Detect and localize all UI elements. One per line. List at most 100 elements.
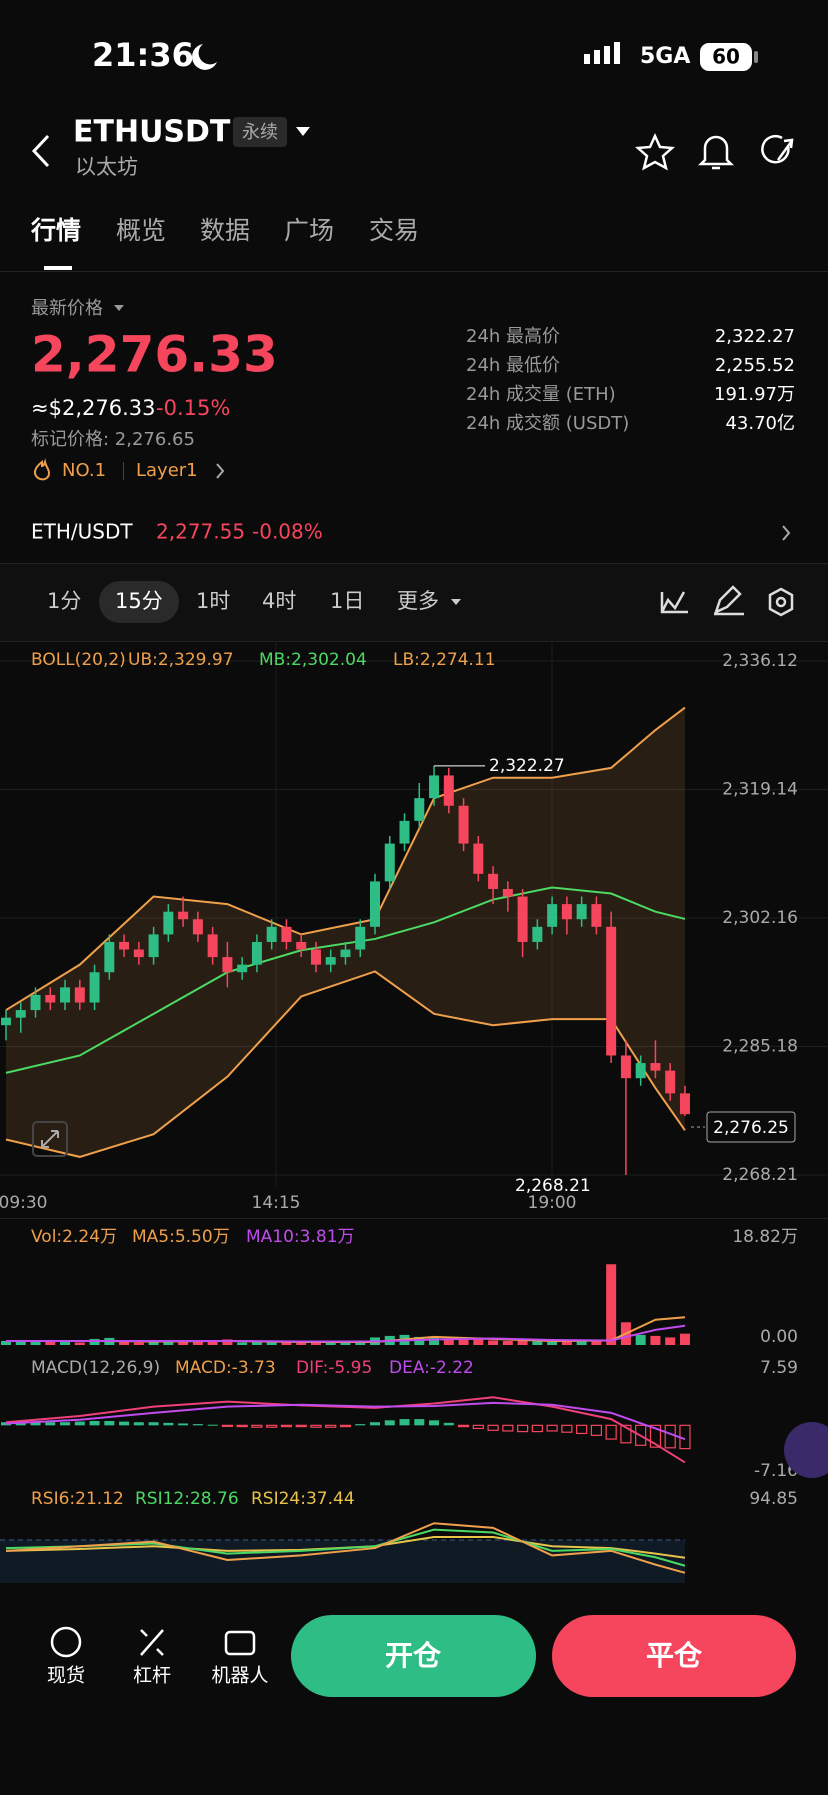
- divider: [0, 1218, 828, 1219]
- stat-label: 24h 最高价: [466, 326, 560, 347]
- settings-icon-dot[interactable]: [775, 596, 787, 608]
- candle-body: [458, 805, 469, 844]
- tab[interactable]: 广场: [284, 216, 334, 245]
- candle-body: [222, 957, 233, 973]
- volume-bar: [163, 1339, 174, 1345]
- close-label[interactable]: 平仓: [646, 1639, 703, 1672]
- divider: [0, 563, 828, 564]
- volume-bar: [665, 1337, 676, 1345]
- candle-body: [591, 904, 602, 927]
- candle-body: [635, 1063, 646, 1079]
- tab[interactable]: 交易: [369, 216, 419, 245]
- volume-bar: [414, 1336, 425, 1345]
- tab[interactable]: 概览: [116, 216, 166, 245]
- candle-body: [104, 941, 115, 973]
- rsi24: [5, 1536, 686, 1559]
- macd-bar: [576, 1424, 588, 1435]
- last-price: 2,276.33: [31, 326, 278, 384]
- candle-body: [561, 904, 572, 920]
- sector-arrow[interactable]: [216, 463, 225, 479]
- volume-bar: [355, 1341, 366, 1345]
- candle-body: [207, 934, 218, 958]
- tag: 永续: [242, 122, 278, 143]
- open-label[interactable]: 开仓: [385, 1639, 442, 1672]
- symbol-dropdown[interactable]: [296, 127, 310, 136]
- macd-bar: [45, 1422, 56, 1426]
- volume-bar: [15, 1339, 26, 1345]
- volume-bar: [561, 1340, 572, 1345]
- open-button[interactable]: [291, 1615, 536, 1697]
- volume-bar: [133, 1342, 144, 1345]
- legend-item: LB:2,274.11: [393, 650, 496, 670]
- macd-bar: [531, 1424, 543, 1433]
- spot-arrow[interactable]: [782, 525, 791, 541]
- indicator-icon[interactable]: [660, 591, 688, 614]
- candle-body: [192, 919, 203, 935]
- legend-item: MACD(12,26,9): [31, 1358, 160, 1378]
- floating-assistant[interactable]: [784, 1422, 828, 1478]
- tab[interactable]: 数据: [200, 216, 250, 245]
- candle-body: [60, 987, 71, 1003]
- interval[interactable]: 更多: [397, 589, 439, 613]
- macd-bar: [178, 1423, 189, 1426]
- boll-middle: [5, 886, 686, 1074]
- back-button[interactable]: [31, 134, 50, 168]
- spot-pair[interactable]: ETH/USDT: [31, 520, 133, 544]
- macd-bar: [310, 1424, 322, 1428]
- macd-bar: [546, 1424, 558, 1432]
- macd-bar: [370, 1422, 380, 1426]
- volume-bar: [251, 1341, 262, 1345]
- y-tick-label: 0.00: [760, 1327, 798, 1347]
- draw-icon[interactable]: [713, 585, 744, 616]
- price-label-dropdown[interactable]: [114, 305, 124, 311]
- symbol: ETHUSDT: [73, 115, 231, 150]
- volume-bar: [178, 1341, 189, 1345]
- kline-chart: 2,336.12 2,319.14 2,302.16 2,285.18 2,268.21…: [0, 641, 828, 1583]
- interval[interactable]: 1分: [47, 589, 81, 613]
- margin-icon[interactable]: [140, 1629, 164, 1656]
- legend-item: UB:2,329.97: [128, 650, 234, 670]
- macd-bar: [516, 1424, 529, 1433]
- alert-icon[interactable]: [697, 135, 735, 170]
- close-button[interactable]: [552, 1615, 796, 1697]
- interval[interactable]: 15分: [115, 589, 163, 613]
- interval[interactable]: 4时: [262, 589, 296, 613]
- macd-bar: [207, 1424, 218, 1426]
- candle-body: [281, 926, 292, 942]
- favorite-icon[interactable]: [634, 132, 676, 171]
- fullscreen-button[interactable]: [32, 1121, 68, 1157]
- spot-icon[interactable]: [50, 1626, 82, 1658]
- battery: [700, 43, 752, 71]
- fullscreen-icon[interactable]: [41, 1130, 59, 1148]
- y-tick-label: 94.85: [749, 1489, 798, 1509]
- y-tick-label: 2,268.21: [722, 1165, 798, 1185]
- interval[interactable]: 1日: [330, 589, 364, 613]
- bottom-item[interactable]: 杠杆: [133, 1665, 171, 1687]
- bot-icon[interactable]: [224, 1630, 256, 1656]
- legend-item: MA5:5.50万: [132, 1227, 230, 1247]
- candle-body: [606, 926, 617, 1056]
- rsi12: [5, 1528, 686, 1567]
- more-dropdown[interactable]: [451, 599, 461, 605]
- stat-label: 24h 成交额 (USDT): [466, 413, 629, 434]
- signal-icon: [584, 42, 620, 64]
- interval-selected: [99, 581, 179, 623]
- volume-bar: [30, 1341, 41, 1345]
- sector[interactable]: Layer1: [136, 460, 198, 481]
- volume-bar: [222, 1339, 233, 1345]
- settings-icon[interactable]: [768, 587, 794, 617]
- candle-body: [429, 775, 440, 799]
- share-icon[interactable]: [761, 134, 794, 164]
- macd-bar: [163, 1422, 174, 1426]
- volume-bar: [74, 1342, 85, 1345]
- interval[interactable]: 1时: [196, 589, 230, 613]
- candle-body: [325, 957, 336, 965]
- candle-body: [370, 881, 380, 927]
- bottom-item[interactable]: 现货: [47, 1665, 85, 1687]
- macd-bar: [251, 1424, 263, 1428]
- tab[interactable]: 行情: [30, 216, 81, 245]
- battery-tip: [754, 51, 758, 63]
- bottom-item[interactable]: 机器人: [211, 1665, 268, 1687]
